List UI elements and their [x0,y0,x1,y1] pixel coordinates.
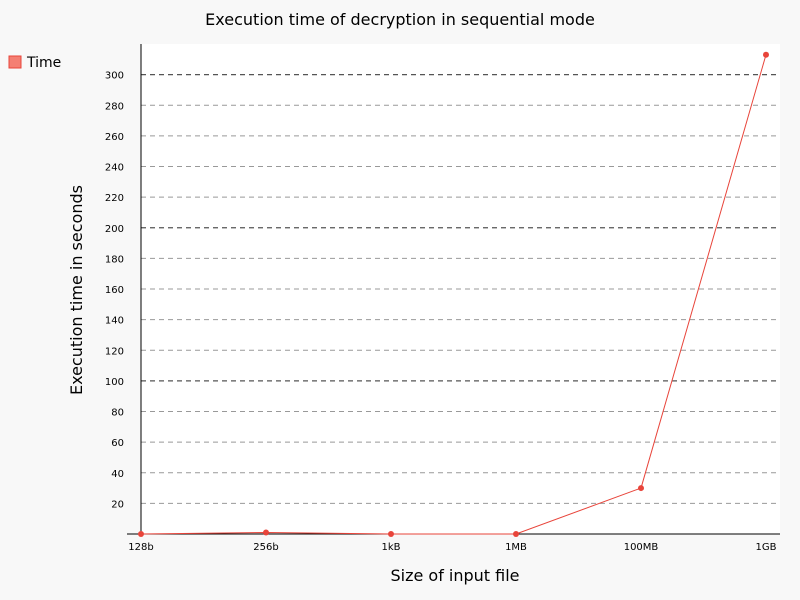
data-point-1gb[interactable] [763,51,769,58]
data-point-1mb[interactable] [513,531,519,537]
y-tick-label-180: 180 [105,254,124,265]
series-lines [140,54,767,535]
y-tick-label-200: 200 [105,224,124,235]
y-tick-label-140: 140 [105,316,124,327]
y-tick-label-300: 300 [105,71,124,82]
legend-swatch-time [8,55,22,69]
x-tick-label-1kb: 1kB [381,542,400,553]
y-tick-label-240: 240 [105,163,124,174]
x-tick-labels: 128b 256b 1kB 1MB 100MB 1GB [128,542,776,553]
legend-label-time: Time [26,55,61,71]
x-tick-label-128b: 128b [128,542,153,553]
y-tick-label-60: 60 [111,438,124,449]
x-tick-label-1gb: 1GB [756,542,777,553]
y-tick-label-100: 100 [105,377,124,388]
chart-title: Execution time of decryption in sequenti… [205,10,595,29]
data-points [138,51,769,537]
y-tick-labels: 20 40 60 80 100 120 140 160 180 200 220 240 260 280 30… [105,71,124,511]
y-axis-label: Execution time in seconds [67,185,86,395]
y-tick-label-260: 260 [105,132,124,143]
series-line-time [140,54,767,535]
x-axis-label: Size of input file [390,566,519,585]
data-point-1kb[interactable] [388,531,394,537]
y-tick-label-20: 20 [111,499,124,510]
y-tick-label-120: 120 [105,346,124,357]
data-point-256b[interactable] [263,529,269,536]
x-tick-label-100mb: 100MB [624,542,659,553]
y-tick-label-160: 160 [105,285,124,296]
y-tick-label-220: 220 [105,193,124,204]
data-point-100mb[interactable] [638,485,644,492]
y-tick-label-40: 40 [111,469,124,480]
x-tick-label-256b: 256b [253,542,278,553]
data-point-128b[interactable] [138,531,144,537]
legend[interactable]: Time [8,55,61,71]
x-tick-label-1mb: 1MB [505,542,527,553]
y-tick-label-280: 280 [105,101,124,112]
y-tick-label-80: 80 [111,408,124,419]
gridlines [141,74,780,504]
